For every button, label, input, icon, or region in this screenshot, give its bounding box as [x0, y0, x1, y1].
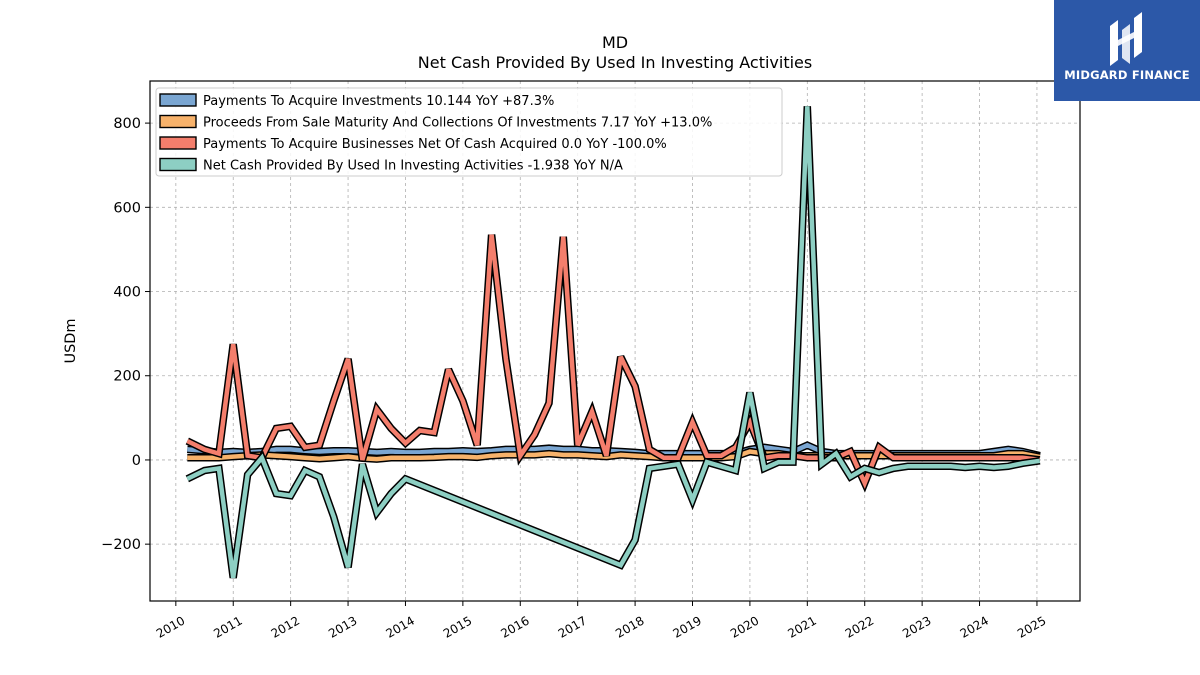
x-tick-label: 2025	[1015, 613, 1048, 640]
series-3-line	[186, 234, 1041, 489]
axis-ticks: −200 0 200 400 600 800 2010 2011 2012 2013 2014 201…	[101, 116, 1048, 641]
x-tick-label: 2015	[441, 613, 474, 640]
legend-swatch	[159, 114, 197, 129]
legend-entry: Proceeds From Sale Maturity And Collecti…	[203, 116, 712, 131]
x-tick-label: 2018	[613, 613, 646, 640]
y-tick-label: 600	[113, 200, 141, 216]
legend-swatch	[159, 157, 197, 172]
y-tick-label: 200	[113, 369, 141, 385]
x-tick-label: 2014	[384, 613, 417, 640]
y-tick-label: −200	[101, 537, 141, 553]
series-4-outline	[185, 106, 1041, 579]
y-tick-label: 400	[113, 285, 141, 301]
legend-entry: Payments To Acquire Investments 10.144 Y…	[203, 94, 554, 109]
x-tick-label: 2021	[785, 613, 818, 640]
x-tick-label: 2013	[326, 613, 359, 640]
x-tick-label: 2017	[556, 613, 589, 640]
legend: Payments To Acquire Investments 10.144 Y…	[155, 87, 783, 177]
x-tick-label: 2024	[958, 613, 991, 640]
chart-subtitle: Net Cash Provided By Used In Investing A…	[418, 53, 812, 72]
y-axis-label: USDm	[63, 318, 79, 363]
legend-swatch	[159, 93, 197, 107]
brand-name: MIDGARD FINANCE	[1064, 68, 1190, 82]
chart-title: MD	[602, 33, 628, 52]
x-tick-label: 2011	[211, 613, 244, 640]
plot-series	[185, 106, 1041, 579]
series-4-line	[186, 106, 1041, 579]
midgard-logo-icon	[1110, 12, 1142, 66]
plot-area-frame	[149, 80, 1081, 602]
x-tick-label: 2020	[728, 613, 761, 640]
brand-badge: MIDGARD FINANCE	[1054, 0, 1200, 101]
legend-box	[155, 87, 783, 177]
x-tick-label: 2023	[900, 613, 933, 640]
x-tick-label: 2019	[671, 613, 704, 640]
y-tick-label: 800	[113, 116, 141, 132]
legend-entry: Net Cash Provided By Used In Investing A…	[203, 159, 623, 174]
x-tick-label: 2016	[498, 613, 531, 640]
legend-swatch	[159, 136, 197, 150]
x-tick-label: 2022	[843, 613, 876, 640]
x-tick-label: 2010	[154, 613, 187, 640]
x-tick-label: 2012	[269, 613, 302, 640]
legend-entry: Payments To Acquire Businesses Net Of Ca…	[203, 137, 667, 152]
y-tick-label: 0	[132, 453, 141, 469]
